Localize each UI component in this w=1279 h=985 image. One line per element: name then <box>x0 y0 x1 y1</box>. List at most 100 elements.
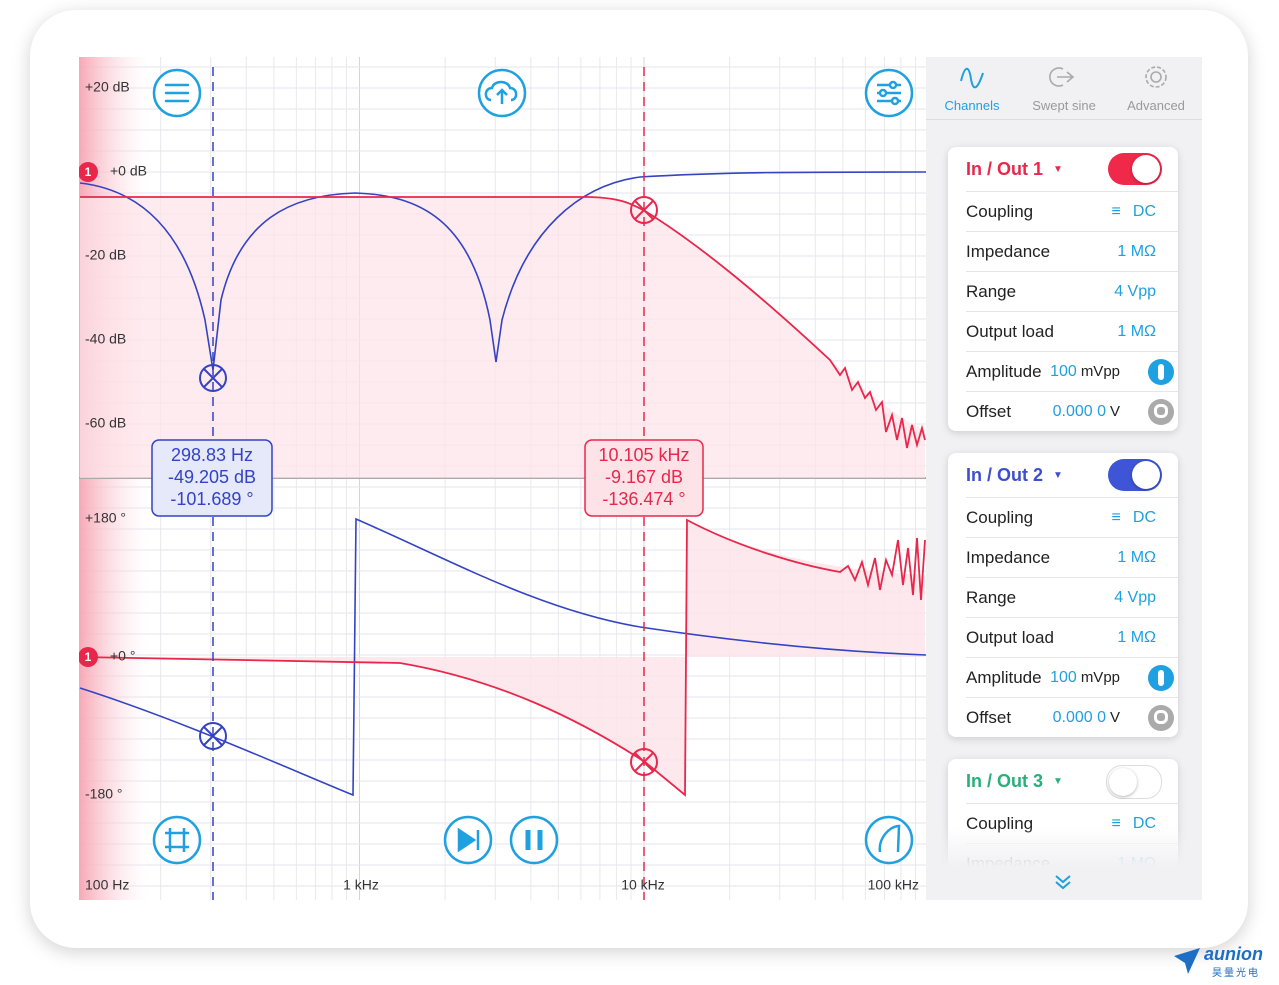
setting-row[interactable]: Amplitude 100 mVpp <box>966 351 1178 391</box>
cursor-readout: -136.474 ° <box>602 489 685 509</box>
setting-value: 1 MΩ <box>1117 549 1156 567</box>
toggle[interactable] <box>1106 765 1162 799</box>
dropdown-arrow[interactable]: ▼ <box>1053 469 1063 481</box>
setting-label: Amplitude <box>966 361 1042 381</box>
channel-title: In / Out 2 <box>966 464 1044 485</box>
tab-label: Channels <box>944 98 1000 113</box>
setting-value: 4 Vpp <box>1114 283 1156 301</box>
cursor-box <box>584 439 704 517</box>
curves <box>79 67 926 900</box>
setting-label: Range <box>966 281 1017 301</box>
pause-button[interactable] <box>509 815 559 865</box>
setting-row[interactable]: Range 4 Vpp <box>966 577 1178 617</box>
menu-button[interactable] <box>152 68 202 118</box>
setting-row[interactable]: Range 4 Vpp <box>966 271 1178 311</box>
coupling-icon: ≡ <box>1111 814 1121 832</box>
value-text: 1 MΩ <box>1117 242 1156 260</box>
setting-row[interactable]: Coupling ≡ DC <box>966 191 1178 231</box>
magnitude-tick-label: +20 dB <box>85 79 130 95</box>
adjust-knob[interactable] <box>1148 398 1174 425</box>
frequency-tick-label: 100 kHz <box>868 877 919 893</box>
dropdown-arrow[interactable]: ▼ <box>1053 775 1063 787</box>
setting-label: Offset <box>966 707 1012 727</box>
toggle-knob <box>1132 155 1160 183</box>
magnitude-tick-label: +0 dB <box>110 163 147 179</box>
tab-bar: Channels Swept sine Advanced <box>926 57 1202 120</box>
frequency-tick-label: 1 kHz <box>343 877 379 893</box>
setting-value: 1 MΩ <box>1117 243 1156 261</box>
side-panel: Channels Swept sine Advanced In / Out 1 ▼ Co… <box>926 57 1202 900</box>
channel-marker <box>79 647 98 667</box>
logo-icon <box>1174 948 1200 974</box>
mag-fill <box>80 197 925 478</box>
toggle-knob <box>1109 768 1137 796</box>
phase-tick-label: +180 ° <box>85 510 126 526</box>
cursor-readout: -101.689 ° <box>170 489 253 509</box>
toggle[interactable] <box>1108 459 1162 491</box>
unit: V <box>1109 402 1120 420</box>
value-text: 100 <box>1050 668 1077 686</box>
value-text: 1 MΩ <box>1117 322 1156 340</box>
scroll-chevron[interactable] <box>1053 873 1073 891</box>
frequency-tick-label: 10 kHz <box>621 877 665 893</box>
setting-row[interactable]: Impedance 1 MΩ <box>966 231 1178 271</box>
logo-subtitle: 昊量光电 <box>1212 968 1260 979</box>
setting-label: Output load <box>966 627 1054 647</box>
setting-row[interactable]: Amplitude 100 mVpp <box>966 657 1178 697</box>
setting-label: Offset <box>966 401 1012 421</box>
dropdown-arrow[interactable]: ▼ <box>1053 163 1063 175</box>
upload-button[interactable] <box>477 68 527 118</box>
setting-value: 1 MΩ <box>1117 629 1156 647</box>
tab[interactable]: Advanced <box>1110 57 1202 119</box>
frequency-tick-label: 100 Hz <box>85 877 129 893</box>
channel-header: In / Out 1 ▼ <box>948 147 1178 191</box>
blue-magnitude <box>79 171 926 371</box>
setting-label: Impedance <box>966 547 1051 567</box>
adjust-knob[interactable] <box>1148 664 1174 691</box>
setting-row[interactable]: Impedance 1 MΩ <box>966 537 1178 577</box>
value-text: DC <box>1132 508 1156 526</box>
setting-value: 4 Vpp <box>1114 589 1156 607</box>
cursor-readout: -49.205 dB <box>168 467 256 487</box>
tab-icon <box>1145 66 1167 88</box>
toggle[interactable] <box>1108 153 1162 185</box>
setting-row[interactable]: Output load 1 MΩ <box>966 311 1178 351</box>
setting-value: 1 MΩ <box>1117 323 1156 341</box>
cursor-readout: 298.83 Hz <box>171 445 253 465</box>
setting-label: Output load <box>966 321 1054 341</box>
adjust-knob[interactable] <box>1148 704 1174 731</box>
toolbar <box>152 68 914 865</box>
unit: mVpp <box>1080 668 1120 686</box>
setting-label: Coupling <box>966 201 1034 221</box>
magnitude-tick-label: -20 dB <box>85 247 126 263</box>
setting-label: Range <box>966 587 1017 607</box>
setting-row[interactable]: Output load 1 MΩ <box>966 617 1178 657</box>
value-text: 4 Vpp <box>1114 588 1156 606</box>
setting-row[interactable]: Coupling ≡ DC <box>966 497 1178 537</box>
step-button[interactable] <box>443 815 493 865</box>
auto-button[interactable] <box>864 815 914 865</box>
tab[interactable]: Swept sine <box>1018 57 1110 119</box>
channel-marker <box>79 162 98 182</box>
value-text: DC <box>1132 202 1156 220</box>
adjust-knob[interactable] <box>1148 358 1174 385</box>
channel-card: In / Out 1 ▼ Coupling ≡ DC Impedance 1 MΩ Range… <box>948 147 1178 431</box>
setting-label: Impedance <box>966 241 1051 261</box>
channel-card: In / Out 2 ▼ Coupling ≡ DC Impedance 1 MΩ Range… <box>948 453 1178 737</box>
value-text: 0.000 0 <box>1052 402 1106 420</box>
tab[interactable]: Channels <box>926 57 1018 119</box>
unit: V <box>1109 708 1120 726</box>
setting-value: ≡ DC <box>1112 203 1156 221</box>
coupling-icon: ≡ <box>1111 202 1121 220</box>
phase-fill <box>80 520 925 795</box>
labels: +20 dB +0 dB -20 dB -40 dB -60 dB +180 ° +0 ° -… <box>85 79 919 893</box>
logo-name: aunion <box>1204 944 1263 964</box>
grid-button[interactable] <box>152 815 202 865</box>
channel-marker-label: 1 <box>85 165 92 179</box>
settings-button[interactable] <box>864 68 914 118</box>
